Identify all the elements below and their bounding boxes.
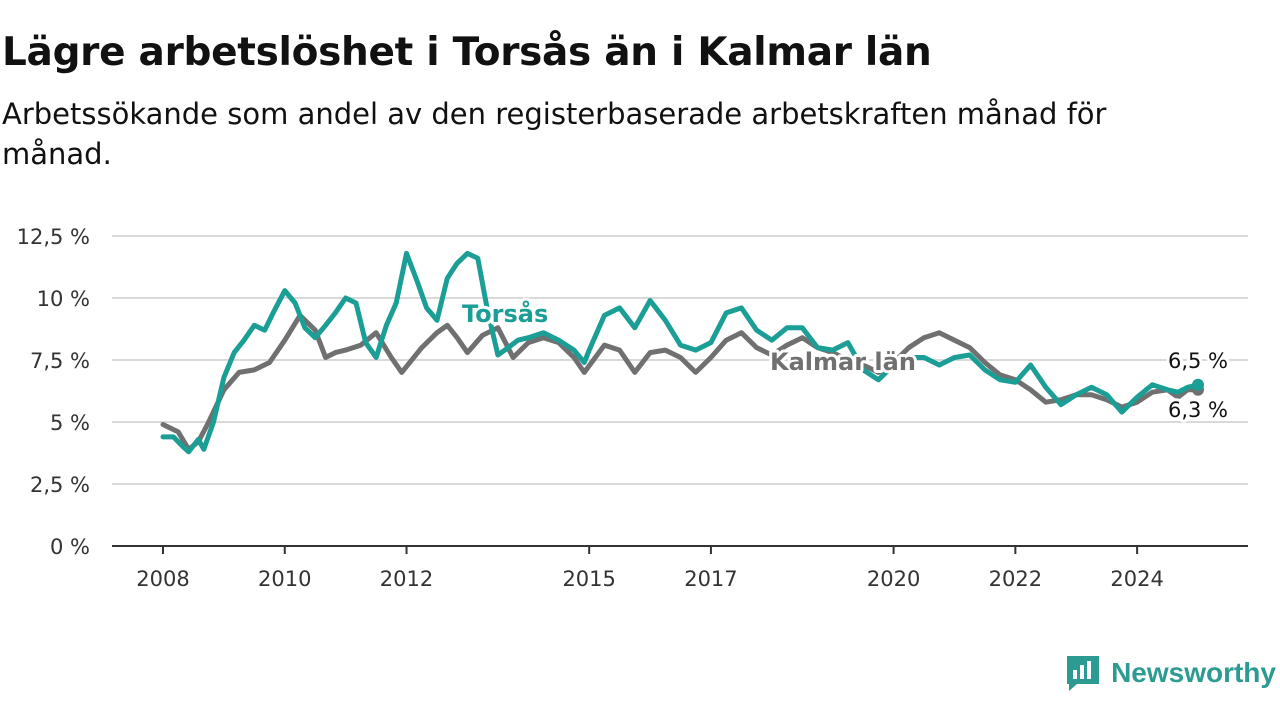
newsworthy-logo-icon xyxy=(1067,656,1100,691)
x-tick-label: 2020 xyxy=(867,567,920,591)
y-tick-label: 12,5 % xyxy=(17,225,90,249)
gridlines xyxy=(112,235,1248,485)
y-tick-label: 10 % xyxy=(37,287,90,311)
series-lines xyxy=(160,250,1204,455)
brand-name: Newsworthy xyxy=(1111,657,1276,688)
x-tick-label: 2010 xyxy=(258,567,311,591)
series-line-tors-s xyxy=(160,250,1201,455)
series-label-torsas: Torsås xyxy=(462,299,548,328)
series-label-kalmar-lan: Kalmar län xyxy=(770,348,916,376)
newsworthy-brand: Newsworthy xyxy=(1065,654,1276,692)
series-endpoint-tors-s xyxy=(1192,378,1204,391)
x-tick-label: 2024 xyxy=(1110,567,1163,591)
y-tick-label: 2,5 % xyxy=(30,473,90,497)
series-line-kalmar-l-n xyxy=(160,312,1201,452)
chart-subtitle: Arbetssökande som andel av den registerb… xyxy=(2,97,1107,171)
series-labels: Torsås Kalmar län 6,5 % 6,3 % xyxy=(459,296,1231,425)
x-tick-label: 2022 xyxy=(989,567,1042,591)
end-value-label-torsas: 6,5 % xyxy=(1168,349,1228,373)
y-axis-ticks: 0 % 2,5 % 5 % 7,5 % 10 % 12,5 % xyxy=(17,225,90,559)
end-value-label-kalmar-lan: 6,3 % xyxy=(1168,398,1228,422)
x-axis: 2008 2010 2012 2015 2017 2020 2022 2024 xyxy=(112,545,1248,591)
x-tick-label: 2015 xyxy=(562,567,615,591)
y-tick-label: 5 % xyxy=(50,411,90,435)
y-tick-label: 7,5 % xyxy=(30,349,90,373)
chart-title: Lägre arbetslöshet i Torsås än i Kalmar … xyxy=(2,30,932,75)
x-tick-label: 2008 xyxy=(136,567,189,591)
x-tick-label: 2017 xyxy=(684,567,737,591)
y-tick-label: 0 % xyxy=(50,535,90,559)
x-tick-label: 2012 xyxy=(380,567,433,591)
